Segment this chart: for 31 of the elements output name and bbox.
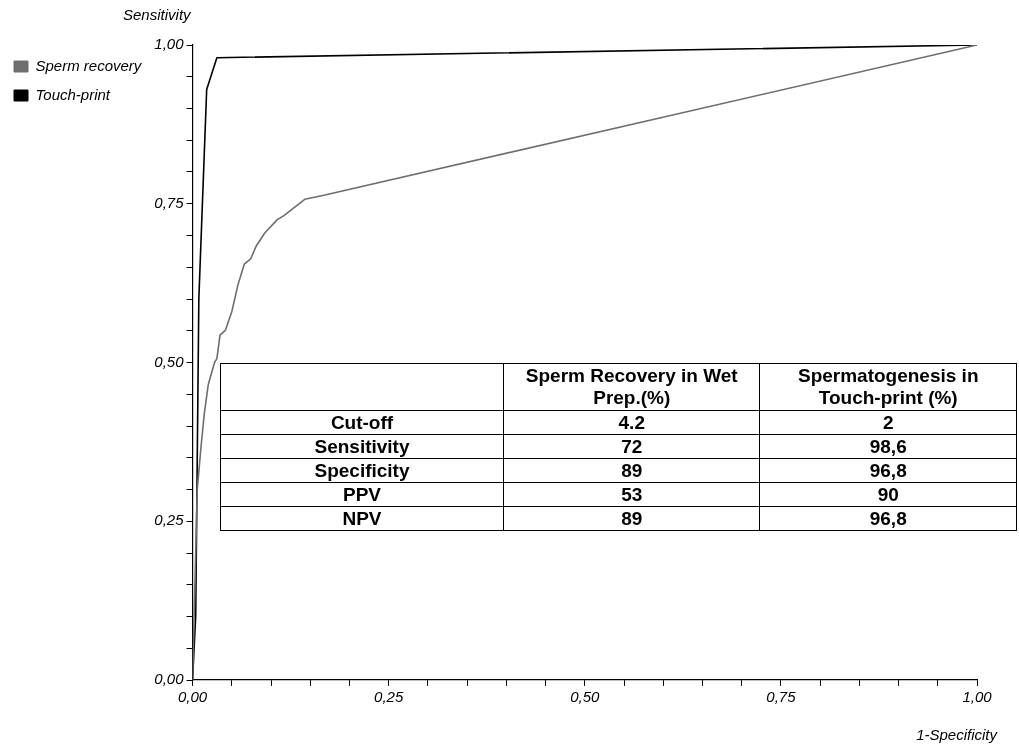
- y-tick-label: 1,00: [154, 35, 185, 53]
- legend-label: Sperm recovery: [35, 56, 143, 74]
- annotation: 4.2: [503, 410, 760, 434]
- annotation: Specificity: [220, 458, 504, 482]
- y-tick-label: 0,00: [154, 670, 185, 688]
- legend-label: Touch-print: [35, 85, 111, 103]
- x-tick-label: 0,75: [766, 688, 797, 706]
- y-tick-label: 0,50: [154, 352, 185, 370]
- annotation: 89: [503, 458, 760, 482]
- annotation: 90: [759, 482, 1017, 506]
- annotation: 2: [759, 410, 1017, 434]
- x-axis-title: 1-Specificity: [916, 725, 999, 743]
- annotation: 98,6: [759, 434, 1017, 458]
- annotation: Sensitivity: [220, 434, 504, 458]
- annotation: PPV: [220, 482, 504, 506]
- annotation: NPV: [220, 506, 504, 530]
- y-tick-label: 0,75: [154, 193, 185, 211]
- annotation: 96,8: [759, 458, 1017, 482]
- y-axis-title: Sensitivity: [123, 5, 193, 23]
- annotation: Sperm Recovery in Wet Prep.(%): [503, 363, 760, 410]
- annotation: 53: [503, 482, 760, 506]
- annotation: 72: [503, 434, 760, 458]
- x-tick-label: 1,00: [962, 688, 993, 706]
- x-tick-label: 0,25: [374, 688, 404, 706]
- x-tick-label: 0,00: [177, 688, 208, 706]
- annotation: Spermatogenesis in Touch-print (%): [759, 363, 1017, 410]
- y-tick-label: 0,25: [154, 511, 185, 529]
- annotation: 89: [503, 506, 760, 530]
- annotation: Cut-off: [220, 410, 504, 434]
- annotation: 96,8: [759, 506, 1017, 530]
- x-tick-label: 0,50: [570, 688, 601, 706]
